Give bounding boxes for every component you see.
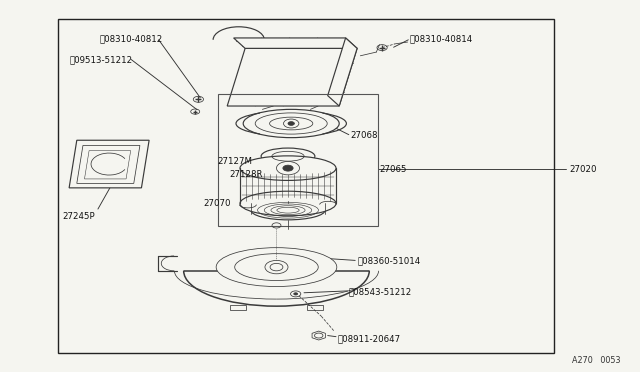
Text: 27065: 27065 bbox=[380, 165, 407, 174]
Bar bbox=[218, 94, 378, 226]
Text: 27068: 27068 bbox=[351, 131, 378, 140]
Text: Ⓝ08310-40812: Ⓝ08310-40812 bbox=[99, 35, 163, 44]
Text: Ⓝ08310-40814: Ⓝ08310-40814 bbox=[410, 35, 473, 44]
Text: 27127M: 27127M bbox=[218, 157, 253, 166]
Text: 27128R: 27128R bbox=[229, 170, 262, 179]
Text: Ⓝ09513-51212: Ⓝ09513-51212 bbox=[69, 55, 132, 64]
Circle shape bbox=[294, 293, 298, 295]
Text: 27020: 27020 bbox=[570, 165, 597, 174]
Polygon shape bbox=[234, 38, 357, 48]
Polygon shape bbox=[227, 48, 357, 106]
Ellipse shape bbox=[261, 148, 315, 164]
Circle shape bbox=[265, 260, 288, 274]
Bar bbox=[58, 19, 554, 353]
Ellipse shape bbox=[251, 201, 325, 220]
Ellipse shape bbox=[243, 109, 339, 138]
Text: 27245P: 27245P bbox=[63, 212, 95, 221]
Polygon shape bbox=[312, 331, 325, 340]
Bar bbox=[230, 305, 246, 310]
Polygon shape bbox=[328, 38, 357, 106]
Ellipse shape bbox=[240, 156, 336, 180]
Text: A270  0053: A270 0053 bbox=[572, 356, 621, 365]
Ellipse shape bbox=[216, 248, 337, 286]
Circle shape bbox=[288, 122, 294, 125]
Text: 27070: 27070 bbox=[203, 199, 230, 208]
Text: Ⓝ08543-51212: Ⓝ08543-51212 bbox=[349, 288, 412, 296]
Text: Ⓝ08360-51014: Ⓝ08360-51014 bbox=[357, 257, 420, 266]
Polygon shape bbox=[69, 140, 149, 188]
Text: Ⓞ08911-20647: Ⓞ08911-20647 bbox=[338, 334, 401, 343]
Ellipse shape bbox=[240, 191, 336, 216]
Circle shape bbox=[283, 165, 293, 171]
Bar bbox=[307, 305, 323, 310]
Circle shape bbox=[276, 161, 300, 175]
